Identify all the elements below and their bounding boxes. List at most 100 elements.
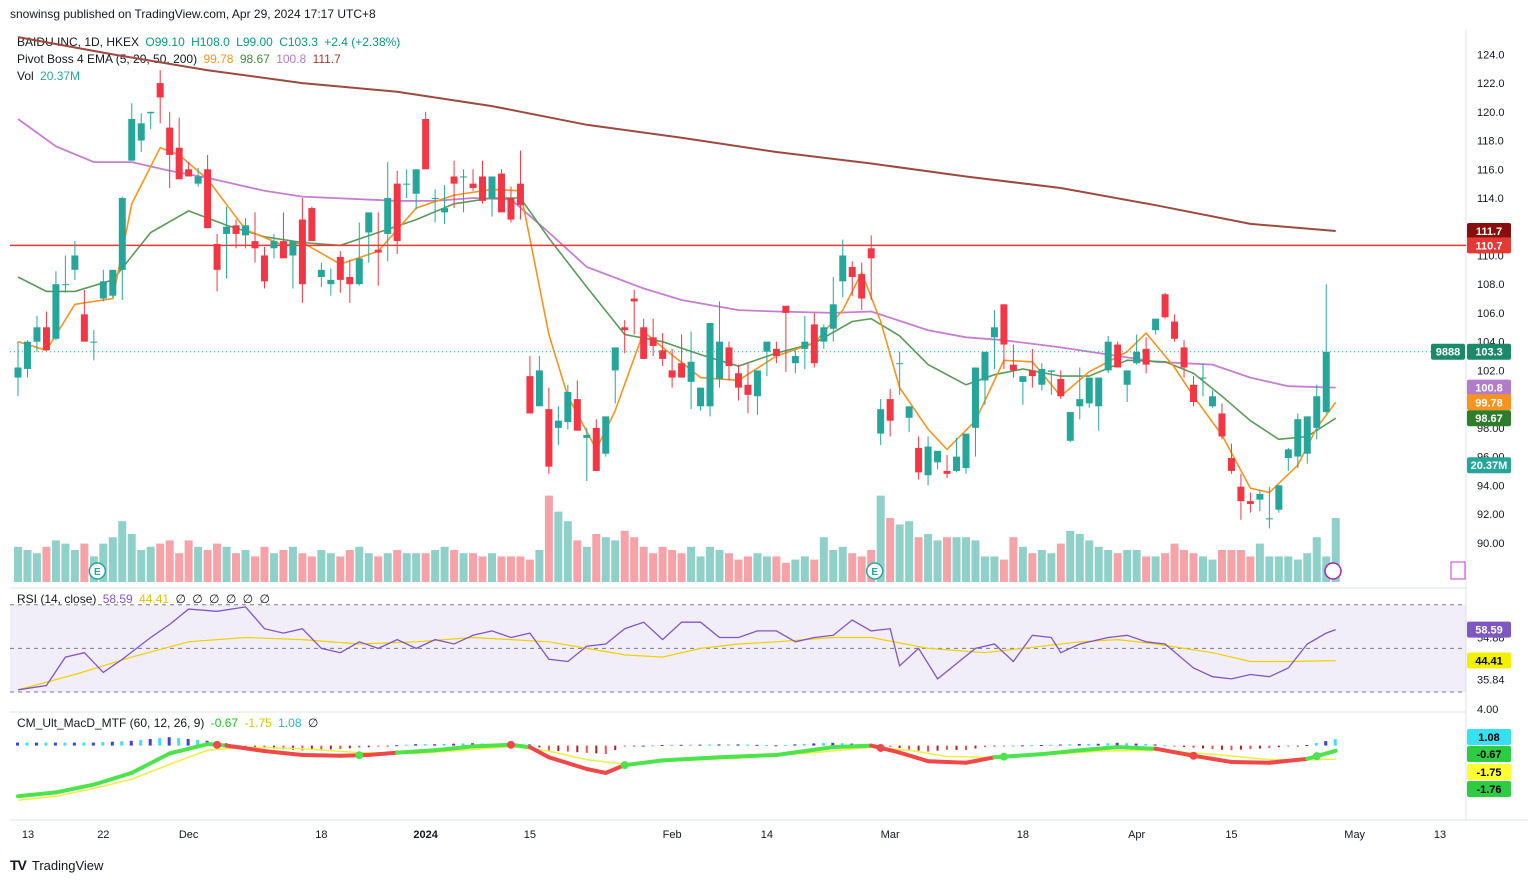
- macd-histogram-bar: [386, 745, 389, 747]
- candle-body: [877, 409, 885, 434]
- macd-histogram-bar: [547, 745, 550, 751]
- candle-body: [336, 256, 344, 280]
- macd-histogram-bar: [917, 745, 920, 751]
- macd-histogram-bar: [148, 739, 152, 746]
- macd-histogram-bar: [1173, 745, 1176, 747]
- candle-body: [497, 173, 505, 213]
- macd-histogram-bar: [1115, 742, 1119, 746]
- macd-histogram-bar: [167, 737, 171, 746]
- macd-histogram-bar: [633, 745, 636, 747]
- volume-bar: [639, 546, 648, 582]
- volume-bar: [1274, 556, 1283, 582]
- price-label-box: [1467, 343, 1511, 360]
- macd-histogram-bar: [821, 743, 825, 746]
- volume-bar: [1236, 550, 1245, 582]
- time-tick-label: 18: [1017, 829, 1029, 841]
- volume-bar: [819, 537, 828, 582]
- candle-body: [602, 416, 610, 454]
- volume-bar: [269, 553, 278, 582]
- volume-bar: [1312, 537, 1321, 582]
- candle-body: [867, 248, 875, 259]
- volume-bar: [658, 546, 667, 582]
- volume-bar: [146, 546, 155, 582]
- macd-histogram-bar: [1002, 745, 1005, 747]
- candle-body: [1047, 370, 1055, 372]
- candle-body: [971, 367, 979, 428]
- volume-bar: [317, 550, 326, 582]
- candle-body: [194, 176, 202, 184]
- macd-cross-dot: [355, 751, 364, 760]
- price-tick-label: 110.0: [1477, 250, 1504, 262]
- macd-histogram-bar: [538, 745, 541, 748]
- candle-body: [564, 391, 572, 423]
- macd-histogram-bar: [1211, 745, 1214, 750]
- macd-histogram-bar: [329, 745, 332, 750]
- macd-histogram-bar: [433, 744, 437, 746]
- macd-histogram-bar: [651, 745, 655, 747]
- macd-histogram-bar: [129, 740, 133, 746]
- volume-bar: [677, 553, 686, 582]
- volume-bar: [165, 540, 174, 582]
- volume-bar: [668, 550, 677, 582]
- rsi-ma-value: 44.41: [139, 592, 170, 606]
- macd-line-segment: [897, 750, 931, 764]
- volume-bar: [469, 553, 478, 582]
- price-chart[interactable]: 124.0122.0120.0118.0116.0114.0112.0110.0…: [0, 0, 1536, 850]
- macd-histogram-bar: [1106, 743, 1110, 746]
- candle-body: [630, 298, 638, 302]
- candle-body: [412, 169, 420, 194]
- candle-body: [213, 243, 221, 270]
- candle-body: [1218, 413, 1226, 437]
- macd-histogram-bar: [395, 745, 399, 747]
- macd-histogram-bar: [186, 739, 190, 746]
- candle-body: [621, 327, 629, 331]
- volume-bar: [1255, 543, 1264, 582]
- macd-histogram-bar: [196, 739, 200, 746]
- macd-histogram-bar: [936, 745, 939, 751]
- macd-histogram-bar: [44, 742, 48, 746]
- macd-histogram-bar: [698, 744, 702, 746]
- volume-bar: [32, 553, 41, 582]
- macd-histogram-bar: [358, 745, 361, 748]
- macd-histogram-bar: [557, 745, 560, 751]
- candle-body: [1246, 501, 1254, 504]
- macd-label-text: -1.75: [1476, 767, 1501, 779]
- candle-body: [242, 225, 250, 236]
- candle-body: [52, 284, 60, 339]
- price-tick-label: 116.0: [1477, 164, 1504, 176]
- candle-body: [403, 183, 411, 185]
- candle-body: [791, 356, 799, 364]
- volume-bar: [990, 556, 999, 582]
- macd-histogram-bar: [263, 745, 266, 749]
- signal-line: [17, 745, 1336, 801]
- earnings-marker-icon: [88, 562, 107, 580]
- volume-bar: [999, 559, 1008, 582]
- tradingview-logo-icon: TV: [10, 857, 27, 873]
- candle-body: [71, 255, 79, 270]
- macd-line-segment: [584, 767, 608, 775]
- price-tick-label: 94.00: [1477, 480, 1505, 492]
- volume-bar: [829, 550, 838, 582]
- volume-bar: [1028, 553, 1037, 582]
- candle-body: [1028, 370, 1036, 377]
- time-tick-label: Mar: [881, 829, 900, 841]
- candle-body: [1133, 351, 1141, 364]
- macd-line-segment: [395, 748, 438, 755]
- macd-histogram-bar: [993, 745, 996, 747]
- volume-bar: [364, 553, 373, 582]
- ohlc-high: H108.0: [191, 35, 230, 49]
- rsi-extra: ∅: [192, 592, 203, 606]
- volume-bar: [848, 553, 857, 582]
- price-label-box: [1467, 394, 1511, 411]
- macd-histogram-bar: [1220, 745, 1223, 750]
- footer: TV TradingView: [10, 857, 103, 873]
- macd-histogram-bar: [244, 745, 247, 747]
- candle-body: [924, 446, 932, 476]
- candle-body: [1161, 294, 1169, 318]
- macd-histogram-bar: [72, 742, 76, 746]
- rsi-legend: RSI (14, close) 58.59 44.41 ∅ ∅ ∅ ∅ ∅ ∅: [17, 592, 273, 606]
- volume-bar: [336, 556, 345, 582]
- macd-cross-dot: [1312, 752, 1321, 761]
- volume-bar: [1123, 550, 1132, 582]
- candle-body: [829, 304, 837, 329]
